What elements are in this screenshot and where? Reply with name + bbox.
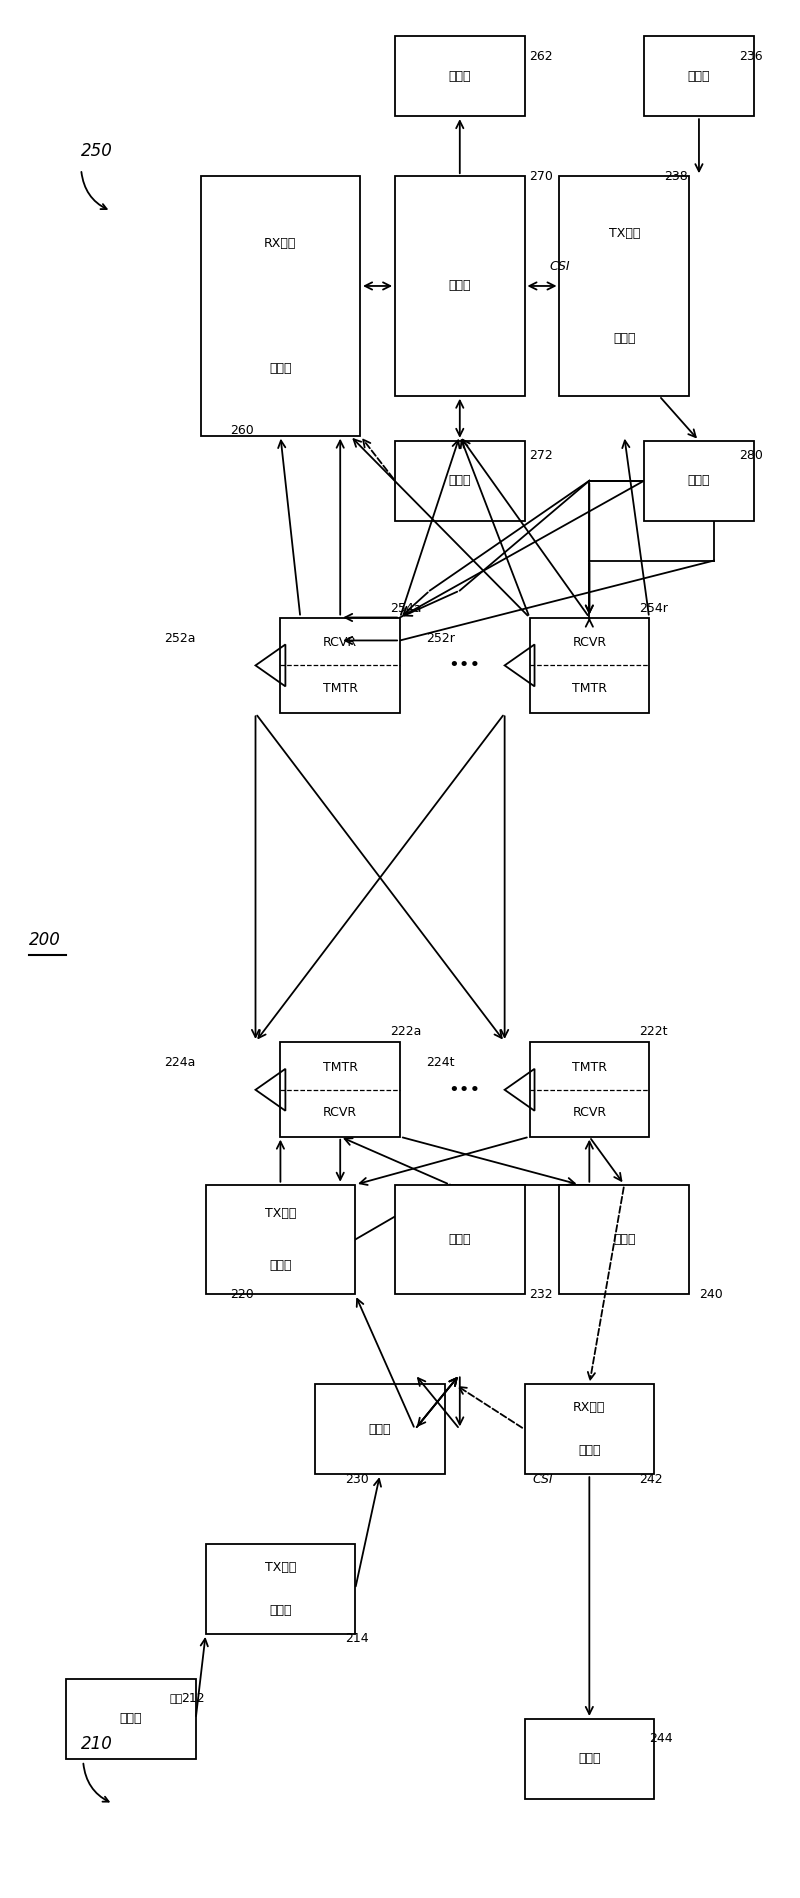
Text: 254r: 254r — [639, 602, 668, 615]
Text: 236: 236 — [739, 49, 762, 63]
Text: 210: 210 — [81, 1735, 113, 1754]
Text: 存储器: 存储器 — [449, 474, 471, 488]
FancyBboxPatch shape — [559, 177, 689, 397]
FancyBboxPatch shape — [525, 1720, 654, 1799]
Text: TX数据: TX数据 — [265, 1560, 296, 1573]
FancyBboxPatch shape — [644, 36, 754, 116]
Text: 222t: 222t — [639, 1025, 668, 1038]
FancyBboxPatch shape — [395, 177, 525, 397]
Text: 200: 200 — [30, 932, 61, 949]
Text: RCVR: RCVR — [572, 1107, 606, 1120]
Text: 处理器: 处理器 — [578, 1444, 601, 1458]
Text: TX数据: TX数据 — [609, 226, 640, 239]
Text: 数据源: 数据源 — [120, 1712, 142, 1725]
Text: 处理器: 处理器 — [269, 363, 292, 374]
Text: 存储器: 存储器 — [449, 1234, 471, 1247]
Text: 262: 262 — [530, 49, 553, 63]
FancyBboxPatch shape — [206, 1545, 355, 1634]
Text: 214: 214 — [345, 1632, 369, 1646]
Text: RCVR: RCVR — [323, 1107, 358, 1120]
Text: •••: ••• — [449, 1080, 481, 1099]
Text: 解调器: 解调器 — [613, 1234, 635, 1247]
Text: 250: 250 — [81, 142, 113, 159]
Text: 处理器: 处理器 — [269, 1604, 292, 1617]
Text: 处理器: 处理器 — [269, 1260, 292, 1272]
Text: 240: 240 — [699, 1289, 722, 1300]
Text: TMTR: TMTR — [322, 681, 358, 695]
Text: 220: 220 — [230, 1289, 254, 1300]
FancyBboxPatch shape — [281, 1042, 400, 1137]
Text: 导频: 导频 — [169, 1693, 182, 1704]
Text: RX数据: RX数据 — [264, 237, 297, 251]
Text: 252a: 252a — [164, 632, 196, 645]
Text: 260: 260 — [230, 425, 254, 437]
Text: 280: 280 — [739, 450, 762, 463]
FancyBboxPatch shape — [644, 440, 754, 520]
Text: 数据宿: 数据宿 — [578, 1752, 601, 1765]
FancyBboxPatch shape — [530, 619, 649, 714]
Text: 调制器: 调制器 — [688, 474, 710, 488]
FancyBboxPatch shape — [525, 1384, 654, 1475]
Text: 224a: 224a — [164, 1057, 196, 1069]
FancyBboxPatch shape — [206, 1184, 355, 1294]
Text: RCVR: RCVR — [572, 636, 606, 649]
Text: 处理器: 处理器 — [449, 279, 471, 292]
Text: 212: 212 — [181, 1693, 204, 1706]
Text: 232: 232 — [530, 1289, 553, 1300]
Text: 222a: 222a — [390, 1025, 422, 1038]
Text: TMTR: TMTR — [572, 681, 607, 695]
Text: RCVR: RCVR — [323, 636, 358, 649]
Text: •••: ••• — [449, 657, 481, 674]
Text: CSI: CSI — [532, 1473, 553, 1486]
FancyBboxPatch shape — [66, 1680, 196, 1759]
FancyBboxPatch shape — [530, 1042, 649, 1137]
Text: 224t: 224t — [426, 1057, 455, 1069]
FancyBboxPatch shape — [395, 440, 525, 520]
Text: 238: 238 — [664, 169, 688, 182]
Text: 242: 242 — [639, 1473, 662, 1486]
Text: TX数据: TX数据 — [265, 1207, 296, 1220]
Text: 254a: 254a — [390, 602, 422, 615]
Text: 244: 244 — [649, 1733, 673, 1746]
FancyBboxPatch shape — [281, 619, 400, 714]
Text: RX数据: RX数据 — [573, 1401, 606, 1414]
Text: TMTR: TMTR — [322, 1061, 358, 1074]
Text: CSI: CSI — [549, 260, 570, 273]
FancyBboxPatch shape — [315, 1384, 445, 1475]
Text: 处理器: 处理器 — [369, 1424, 391, 1435]
Text: 272: 272 — [530, 450, 554, 463]
Text: 处理器: 处理器 — [613, 332, 635, 345]
FancyBboxPatch shape — [395, 1184, 525, 1294]
Text: 230: 230 — [345, 1473, 369, 1486]
Text: 数据宿: 数据宿 — [449, 70, 471, 84]
FancyBboxPatch shape — [395, 36, 525, 116]
Text: TMTR: TMTR — [572, 1061, 607, 1074]
Text: 数据源: 数据源 — [688, 70, 710, 84]
FancyBboxPatch shape — [201, 177, 360, 437]
FancyBboxPatch shape — [559, 1184, 689, 1294]
Text: 270: 270 — [530, 169, 554, 182]
Text: 252r: 252r — [426, 632, 455, 645]
